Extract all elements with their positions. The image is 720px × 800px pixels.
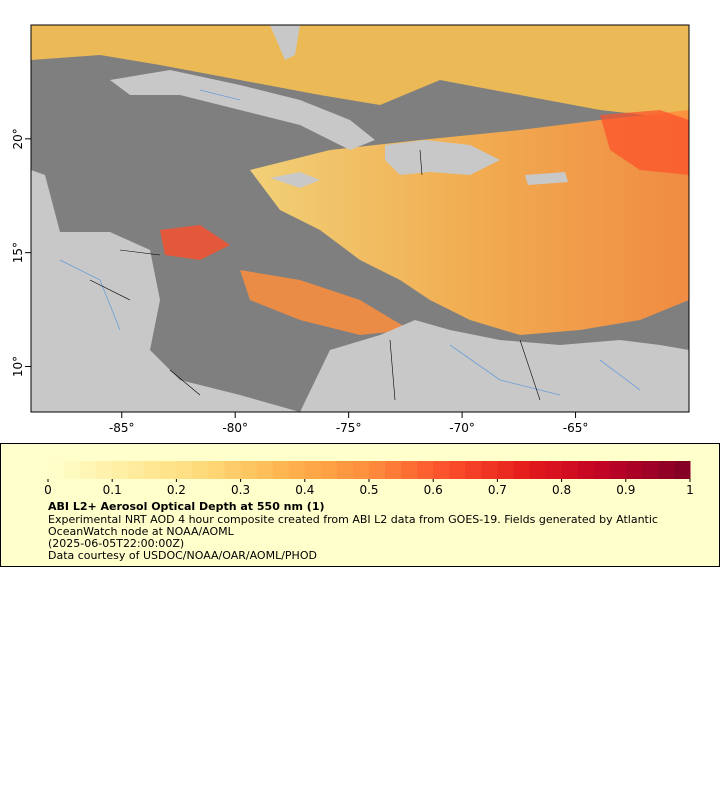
aod-map: -85° -80° -75° -70° -65° 20° 15° 10°: [11, 24, 690, 435]
border-lines: [89, 149, 541, 401]
colorbar-cell: [160, 461, 177, 479]
legend-credit: Data courtesy of USDOC/NOAA/OAR/AOML/PHO…: [48, 549, 317, 562]
colorbar-cell: [513, 461, 530, 479]
legend-title: ABI L2+ Aerosol Optical Depth at 550 nm …: [48, 500, 325, 513]
colorbar-cell: [64, 461, 81, 479]
colorbar-cell: [545, 461, 563, 479]
colorbar: 0 0.1 0.2 0.3 0.4 0.5 0.6 0.7 0.8 0.9 1: [44, 461, 694, 497]
aod-hotspot-east: [600, 110, 689, 175]
aod-plume-caribbean-west: [160, 225, 230, 260]
land-south-america: [300, 320, 689, 412]
land-hispaniola: [385, 140, 500, 175]
colorbar-cell: [369, 461, 386, 479]
colorbar-cell: [304, 461, 322, 479]
colorbar-cell: [336, 461, 354, 479]
colorbar-cell: [625, 461, 643, 479]
colorbar-tick-label: 0.9: [616, 483, 635, 497]
latitude-axis: 20° 15° 10°: [11, 128, 31, 377]
colorbar-cell: [593, 461, 611, 479]
colorbar-cell: [176, 461, 193, 479]
land-florida: [270, 25, 300, 60]
lat-tick-label: 20°: [11, 128, 25, 149]
longitude-axis: -85° -80° -75° -70° -65°: [109, 412, 588, 435]
colorbar-cell: [433, 461, 450, 479]
colorbar-cell: [529, 461, 547, 479]
colorbar-cell: [449, 461, 466, 479]
colorbar-tick-label: 1: [686, 483, 694, 497]
map-figure: -85° -80° -75° -70° -65° 20° 15° 10°: [11, 24, 690, 435]
land-jamaica: [270, 172, 320, 188]
colorbar-cell: [561, 461, 579, 479]
colorbar-tick-label: 0.5: [359, 483, 378, 497]
lat-tick-label: 15°: [11, 242, 25, 263]
colorbar-cell: [481, 461, 498, 479]
colorbar-cell: [208, 461, 226, 479]
colorbar-tick-label: 0.1: [103, 483, 122, 497]
colorbar-cells: [48, 461, 691, 479]
colorbar-cell: [256, 461, 274, 479]
aod-plume-main: [250, 110, 689, 335]
legend-description: Experimental NRT AOD 4 hour composite cr…: [48, 513, 658, 538]
colorbar-cell: [401, 461, 418, 479]
aod-plume-north: [31, 25, 689, 120]
colorbar-cell: [609, 461, 627, 479]
colorbar-cell: [128, 461, 145, 479]
lon-tick-label: -80°: [222, 421, 248, 435]
colorbar-cell: [192, 461, 209, 479]
land-cuba: [110, 70, 375, 150]
legend-timestamp: (2025-06-05T22:00:00Z): [48, 537, 185, 550]
river-lines: [59, 89, 641, 396]
legend-panel: 0 0.1 0.2 0.3 0.4 0.5 0.6 0.7 0.8 0.9 1 ABI L2+ Ae…: [0, 443, 720, 567]
colorbar-tick-label: 0.3: [231, 483, 250, 497]
colorbar-cell: [497, 461, 514, 479]
lon-tick-label: -65°: [563, 421, 589, 435]
colorbar-cell: [673, 461, 691, 479]
colorbar-tick-label: 0.2: [167, 483, 186, 497]
colorbar-labels: 0 0.1 0.2 0.3 0.4 0.5 0.6 0.7 0.8 0.9 1: [44, 479, 694, 497]
map-border: [30, 24, 690, 413]
land-puerto-rico: [525, 172, 568, 185]
colorbar-cell: [224, 461, 242, 479]
lon-tick-label: -85°: [109, 421, 135, 435]
colorbar-cell: [96, 461, 113, 479]
colorbar-tick-label: 0.6: [424, 483, 443, 497]
colorbar-cell: [144, 461, 161, 479]
colorbar-cell: [352, 461, 370, 479]
colorbar-cell: [577, 461, 595, 479]
land-central-america: [31, 170, 300, 412]
lon-tick-label: -75°: [336, 421, 362, 435]
colorbar-cell: [80, 461, 97, 479]
colorbar-cell: [48, 461, 65, 479]
colorbar-cell: [417, 461, 434, 479]
colorbar-cell: [240, 461, 258, 479]
colorbar-cell: [385, 461, 402, 479]
colorbar-cell: [465, 461, 482, 479]
lat-tick-label: 10°: [11, 356, 25, 377]
colorbar-tick-label: 0.8: [552, 483, 571, 497]
aod-plume-south: [240, 270, 410, 335]
colorbar-tick-label: 0.7: [488, 483, 507, 497]
colorbar-cell: [641, 461, 659, 479]
colorbar-cell: [657, 461, 675, 479]
colorbar-tick-label: 0: [44, 483, 52, 497]
lon-tick-label: -70°: [449, 421, 475, 435]
colorbar-cell: [288, 461, 306, 479]
colorbar-cell: [272, 461, 290, 479]
colorbar-cell: [320, 461, 338, 479]
colorbar-tick-label: 0.4: [295, 483, 314, 497]
colorbar-cell: [112, 461, 129, 479]
